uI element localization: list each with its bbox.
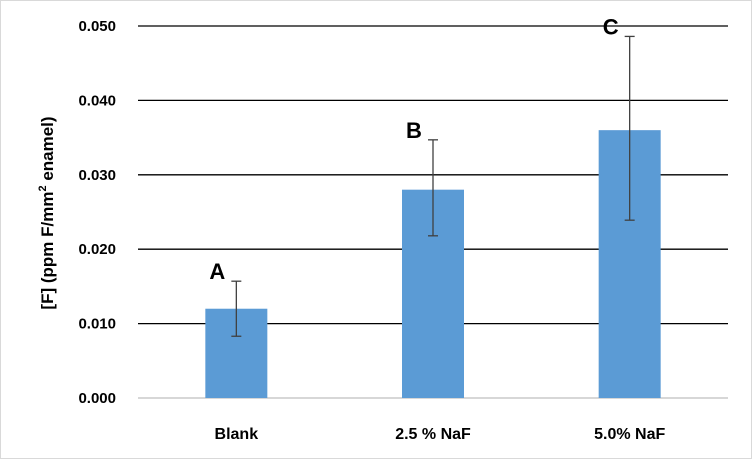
y-tick-label: 0.050 <box>78 18 116 35</box>
y-tick-label: 0.030 <box>78 167 116 184</box>
y-axis-label: [F] (ppm F/mm2 enamel) <box>37 116 57 309</box>
y-tick-labels: 0.000 0.010 0.020 0.030 0.040 0.050 <box>78 18 116 407</box>
y-tick-label: 0.020 <box>78 241 116 258</box>
x-category-labels: Blank 2.5 % NaF 5.0% NaF <box>215 426 666 443</box>
error-bars <box>231 35 635 337</box>
bar-significance-letter: A <box>209 259 225 284</box>
y-axis-label-prefix: [F] (ppm F/mm <box>38 192 57 310</box>
y-tick-label: 0.000 <box>78 390 116 407</box>
x-category-label: Blank <box>215 426 259 443</box>
bar-significance-letter: B <box>406 118 422 143</box>
bar-significance-letter: C <box>603 14 619 39</box>
bar-letters: A B C <box>209 14 618 284</box>
y-tick-label: 0.040 <box>78 92 116 109</box>
x-category-label: 2.5 % NaF <box>395 426 471 443</box>
x-category-label: 5.0% NaF <box>594 426 665 443</box>
y-tick-label: 0.010 <box>78 316 116 333</box>
y-axis-label-superscript: 2 <box>37 185 49 191</box>
y-axis-label-suffix: enamel) <box>38 116 57 185</box>
